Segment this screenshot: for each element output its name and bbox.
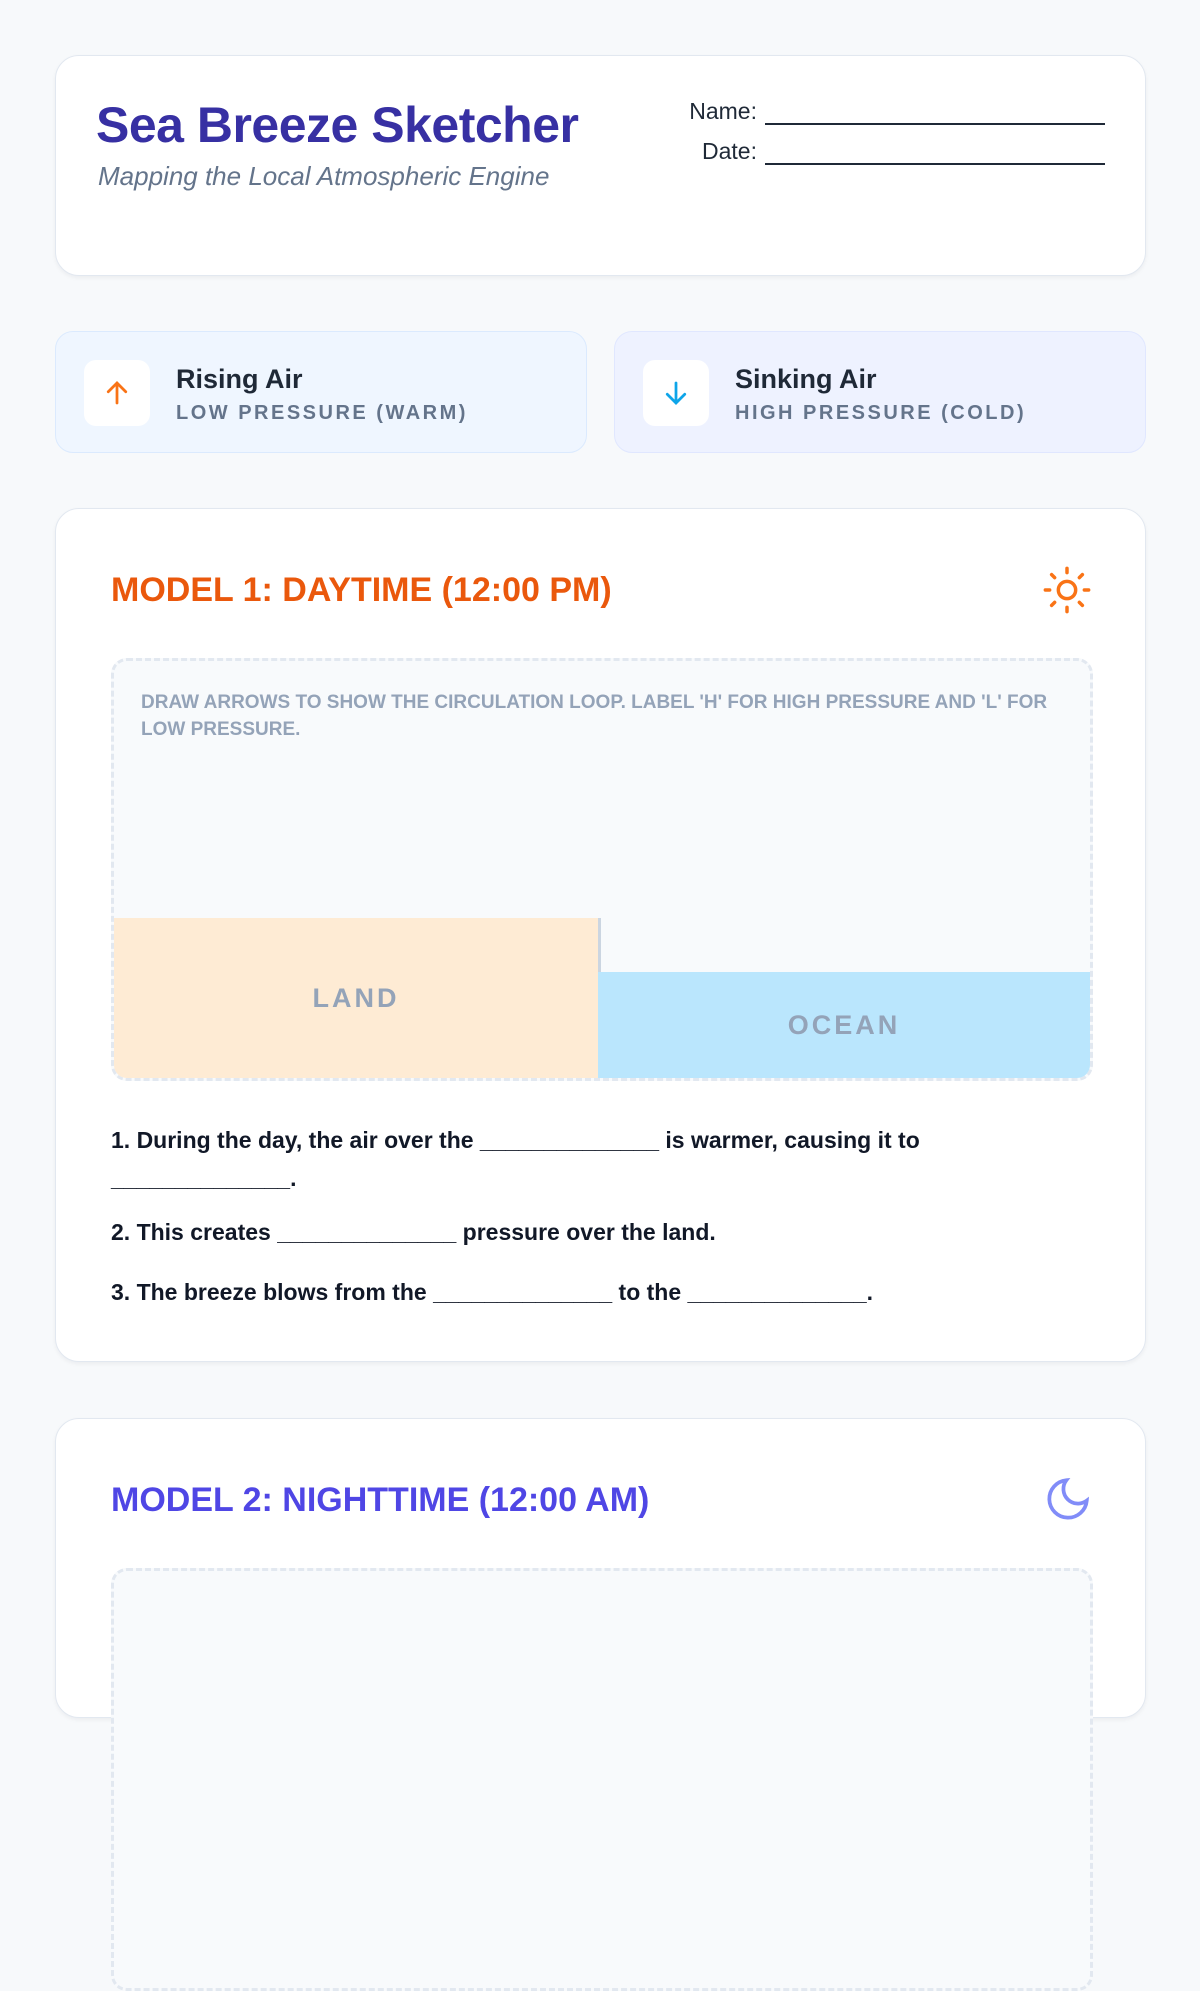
name-line[interactable] xyxy=(765,105,1105,125)
name-label: Name: xyxy=(689,98,757,124)
model-1-card: MODEL 1: DAYTIME (12:00 PM) Draw arrows … xyxy=(55,508,1146,1362)
legend-title: Rising Air xyxy=(176,364,303,394)
date-line[interactable] xyxy=(765,145,1105,165)
legend-subtitle: HIGH PRESSURE (COLD) xyxy=(735,402,1027,424)
date-field[interactable]: Date: xyxy=(702,138,1105,165)
drawing-instructions: Draw arrows to show the circulation loop… xyxy=(141,692,1048,740)
model-2-title: MODEL 2: NIGHTTIME (12:00 AM) xyxy=(111,1481,650,1519)
drawing-area[interactable]: Draw arrows to show the circulation loop… xyxy=(111,658,1093,1081)
drawing-area-2[interactable] xyxy=(111,1568,1093,1991)
name-field[interactable]: Name: xyxy=(689,98,1105,125)
sun-icon xyxy=(1041,564,1093,621)
ocean-block: OCEAN xyxy=(598,972,1090,1078)
question-2: 2. This creates ______________ pressure … xyxy=(111,1219,716,1245)
model-2-card: MODEL 2: NIGHTTIME (12:00 AM) xyxy=(55,1418,1146,1991)
legend-sinking-air: Sinking Air HIGH PRESSURE (COLD) xyxy=(614,331,1146,453)
arrow-down-icon xyxy=(643,360,709,426)
date-label: Date: xyxy=(702,138,757,164)
model-1-title: MODEL 1: DAYTIME (12:00 PM) xyxy=(111,571,612,609)
legend-rising-air: Rising Air LOW PRESSURE (WARM) xyxy=(55,331,587,453)
moon-icon xyxy=(1043,1474,1093,1529)
question-3: 3. The breeze blows from the ___________… xyxy=(111,1279,873,1305)
page-title: Sea Breeze Sketcher xyxy=(96,97,579,153)
arrow-up-icon xyxy=(84,360,150,426)
page-subtitle: Mapping the Local Atmospheric Engine xyxy=(98,161,550,191)
header-card: Sea Breeze Sketcher Mapping the Local At… xyxy=(55,55,1146,276)
land-block: LAND xyxy=(114,918,601,1078)
legend-title: Sinking Air xyxy=(735,364,877,394)
legend-subtitle: LOW PRESSURE (WARM) xyxy=(176,402,468,424)
question-1: 1. During the day, the air over the ____… xyxy=(111,1127,920,1191)
